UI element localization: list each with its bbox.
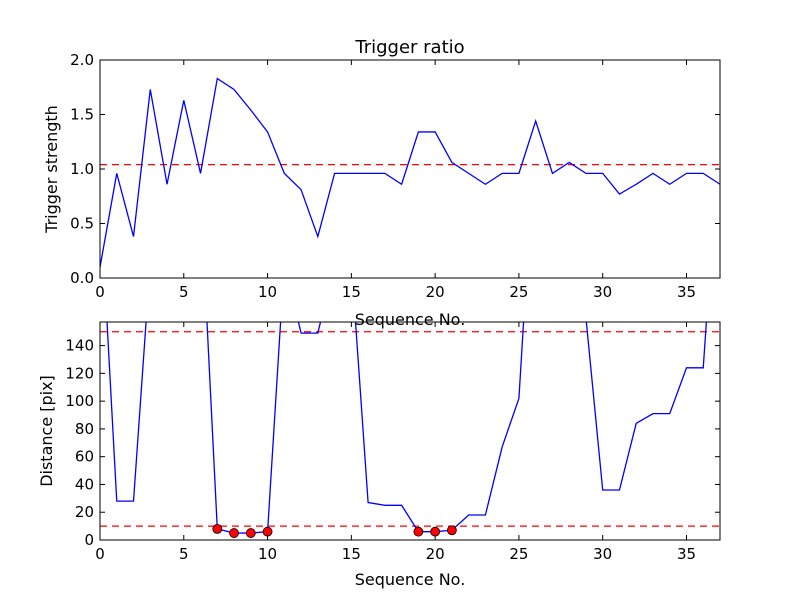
data-point-marker [430, 526, 441, 537]
y-tick-label: 40 [75, 475, 94, 493]
x-tick-label: 0 [95, 545, 105, 563]
series-line [106, 322, 708, 534]
x-tick-label: 20 [426, 545, 445, 563]
chart-trigger-ratio: Trigger ratio 0 5 10 15 20 25 30 35 0.0 0.5 1.0 1.5… [42, 37, 721, 329]
x-axis-label: Sequence No. [355, 310, 466, 329]
x-tick-label: 5 [179, 283, 189, 301]
x-tick-label: 15 [342, 545, 361, 563]
y-tick-label: 20 [75, 503, 94, 521]
x-tick-label: 5 [179, 545, 189, 563]
y-tick-label: 0.0 [70, 269, 94, 287]
y-tick-label: 1.0 [70, 160, 94, 178]
x-tick-label: 10 [258, 545, 277, 563]
x-tick-label: 30 [593, 545, 612, 563]
y-tick-label: 2.0 [70, 51, 94, 69]
x-tick-label: 25 [509, 545, 528, 563]
x-tick-label: 25 [509, 283, 528, 301]
y-axis-label: Distance [pix] [37, 375, 56, 487]
y-tick-label: 0 [84, 531, 94, 549]
x-tick-label: 30 [593, 283, 612, 301]
y-tick-label: 100 [65, 392, 94, 410]
data-point-marker [245, 528, 256, 538]
x-tick-label: 35 [677, 545, 696, 563]
y-tick-label: 1.5 [70, 106, 94, 124]
x-tick-label: 35 [677, 283, 696, 301]
y-tick-label: 140 [65, 337, 94, 355]
x-tick-label: 20 [426, 283, 445, 301]
axes-frame [99, 321, 721, 541]
y-tick-label: 80 [75, 420, 94, 438]
x-tick-label: 10 [258, 283, 277, 301]
x-tick-label: 15 [342, 283, 361, 301]
y-tick-label: 60 [75, 448, 94, 466]
x-axis-label: Sequence No. [355, 570, 466, 589]
data-point-marker [446, 525, 457, 536]
series-line [100, 77, 720, 268]
chart-distance: 0 5 10 15 20 25 30 35 0 20 40 60 80 100 120 140 Sequenc… [37, 321, 721, 589]
data-point-marker [229, 528, 239, 538]
chart-title: Trigger ratio [354, 37, 464, 58]
data-point-marker [413, 526, 424, 537]
y-axis-label: Trigger strength [42, 105, 61, 234]
data-point-marker [212, 523, 223, 534]
y-tick-label: 120 [65, 364, 94, 382]
data-point-marker [262, 526, 273, 537]
x-tick-label: 0 [95, 283, 105, 301]
y-tick-label: 0.5 [70, 215, 94, 233]
